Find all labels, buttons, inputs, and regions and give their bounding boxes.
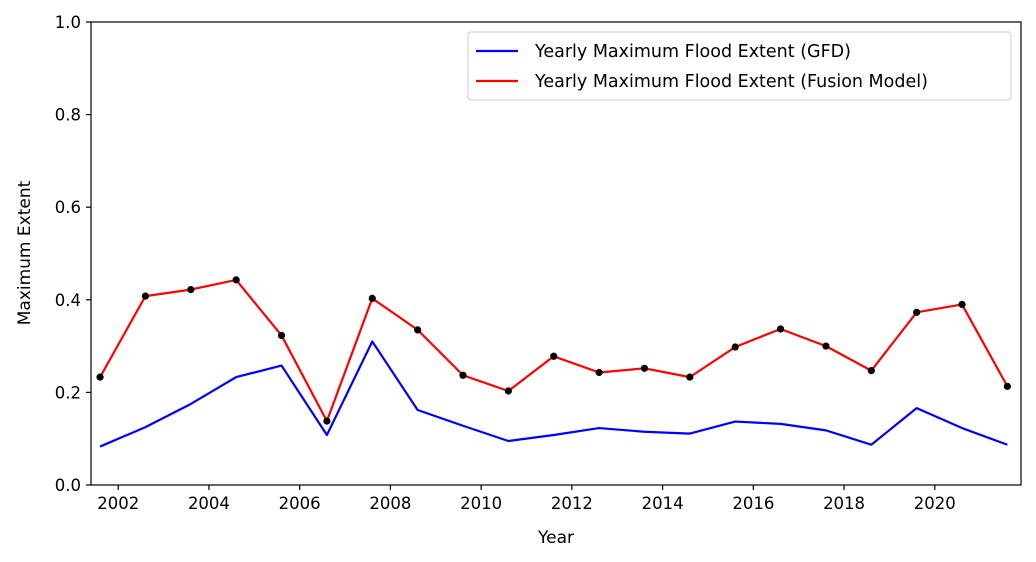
data-point-marker	[368, 294, 376, 303]
x-tick-label: 2016	[732, 494, 774, 513]
data-point-marker	[550, 352, 558, 360]
data-point-marker	[776, 325, 785, 333]
series-line-0	[99, 340, 1008, 448]
x-tick-label: 2002	[97, 494, 139, 513]
data-point-marker	[414, 326, 422, 334]
axes-frame	[90, 21, 1022, 486]
x-axis-label: Year	[537, 528, 574, 548]
legend: Yearly Maximum Flood Extent (GFD) Yearly …	[467, 31, 1012, 101]
data-point-marker	[232, 276, 240, 284]
data-point-marker	[595, 368, 603, 377]
data-point-marker	[867, 367, 875, 375]
legend-label: Yearly Maximum Flood Extent (GFD)	[534, 42, 851, 62]
data-point-marker	[187, 286, 195, 294]
data-point-marker	[277, 331, 286, 340]
series-line-1	[99, 278, 1009, 423]
data-point-marker	[640, 364, 649, 372]
data-point-marker	[913, 308, 921, 316]
data-point-marker	[958, 300, 966, 309]
data-point-marker	[686, 373, 694, 381]
y-tick-label: 0.4	[55, 291, 81, 310]
y-tick-label: 0.2	[55, 383, 81, 402]
x-tick-label: 2010	[460, 494, 502, 513]
legend-box	[467, 31, 1012, 101]
x-tick-label: 2014	[642, 494, 684, 513]
data-point-marker	[731, 343, 739, 351]
x-tick-label: 2008	[369, 494, 411, 513]
x-tick-label: 2020	[914, 494, 956, 513]
data-point-marker	[96, 373, 104, 381]
axes: 2002 2004 2006 2008 2010 2012 2014 2016 2018 2020…	[55, 13, 1022, 513]
x-tick-label: 2006	[279, 494, 321, 513]
data-point-marker	[141, 292, 150, 300]
data-point-marker	[822, 342, 830, 350]
x-tick-label: 2018	[823, 494, 865, 513]
data-point-marker	[323, 417, 331, 425]
y-tick-label: 1.0	[55, 13, 81, 32]
y-tick-label: 0.8	[55, 106, 81, 125]
y-tick-label: 0.6	[55, 198, 81, 217]
y-axis-label: Maximum Extent	[15, 180, 35, 325]
y-tick-label: 0.0	[55, 476, 81, 495]
data-point-marker	[504, 387, 512, 395]
data-point-marker	[1003, 382, 1011, 390]
plot-area	[96, 276, 1011, 448]
legend-label: Yearly Maximum Flood Extent (Fusion Mode…	[534, 72, 928, 92]
x-tick-label: 2012	[551, 494, 593, 513]
data-point-marker	[459, 371, 467, 379]
x-tick-label: 2004	[188, 494, 230, 513]
